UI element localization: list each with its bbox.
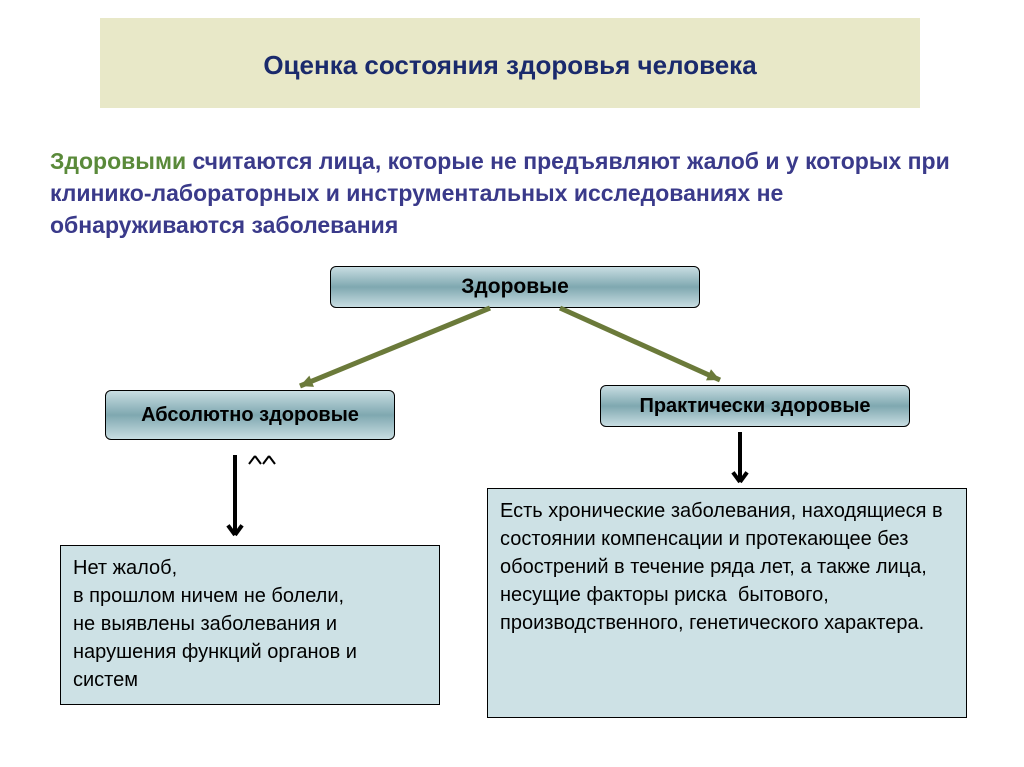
- desc-absolute-healthy: Нет жалоб, в прошлом ничем не болели, не…: [60, 545, 440, 705]
- node-absolute-healthy: Абсолютно здоровые: [105, 390, 395, 440]
- desc-practical-healthy: Есть хронические заболевания, находящиес…: [487, 488, 967, 718]
- definition-paragraph: Здоровыми считаются лица, которые не пре…: [50, 145, 980, 242]
- node-practical-healthy: Практически здоровые: [600, 385, 910, 427]
- definition-highlight: Здоровыми: [50, 148, 186, 174]
- node-healthy: Здоровые: [330, 266, 700, 308]
- page-title: Оценка состояния здоровья человека: [100, 50, 920, 81]
